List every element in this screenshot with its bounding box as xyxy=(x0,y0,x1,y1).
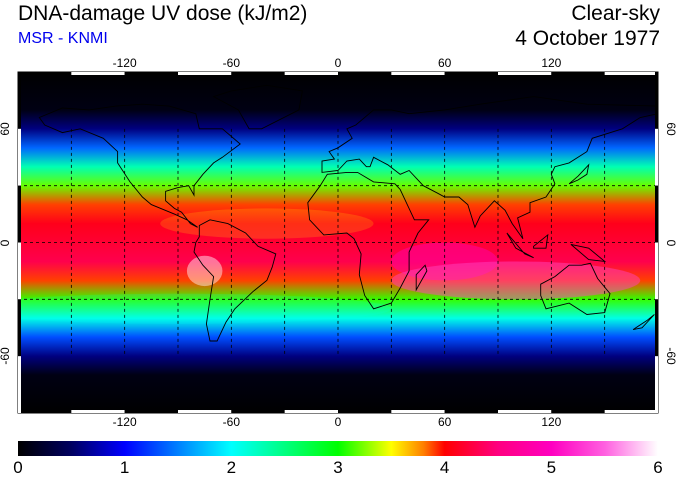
colorbar xyxy=(18,441,658,456)
frame-segment xyxy=(655,72,658,129)
lon-tick-label-top: 120 xyxy=(541,56,562,70)
colorbar-tick-label: 2 xyxy=(226,458,237,477)
frame-segment xyxy=(338,410,392,413)
coastlines xyxy=(38,84,658,342)
source-label: MSR - KNMI xyxy=(18,30,108,47)
landmass-outline xyxy=(540,262,611,315)
landmass-outline xyxy=(632,314,655,331)
frame-segment xyxy=(18,128,21,186)
lat-tick-label-left: -60 xyxy=(0,347,12,365)
frame-segment xyxy=(655,242,658,300)
landmass-outline xyxy=(307,171,430,310)
frame-segment xyxy=(18,410,72,413)
frame-segment xyxy=(391,72,445,75)
lon-tick-label-bottom: 120 xyxy=(541,415,562,429)
frame-segment xyxy=(18,72,21,129)
frame-segment xyxy=(18,356,21,413)
lat-tick-label-right: 60 xyxy=(664,122,678,136)
frame-segment xyxy=(655,128,658,186)
frame-segment xyxy=(551,72,605,75)
lat-tick-label-left: 60 xyxy=(0,122,12,136)
graticule xyxy=(18,128,658,357)
map-title: DNA-damage UV dose (kJ/m2) xyxy=(18,2,308,25)
frame-segment xyxy=(124,410,178,413)
lon-tick-label-bottom: 60 xyxy=(437,415,452,429)
frame-segment xyxy=(444,410,498,413)
field-texture xyxy=(18,208,641,324)
frame-segment xyxy=(18,299,21,357)
frame-segment xyxy=(18,185,21,243)
frame-segment xyxy=(498,410,552,413)
lat-tick-label-right: -60 xyxy=(664,347,678,365)
frame-segment xyxy=(71,72,125,75)
landmass-outline xyxy=(415,264,428,292)
landmass-outline xyxy=(212,84,303,130)
colorbar-tick-label: 3 xyxy=(333,458,343,477)
frame-segment xyxy=(551,410,605,413)
frame-segment xyxy=(604,72,658,75)
frame-segment xyxy=(391,410,445,413)
date-label: 4 October 1977 xyxy=(515,27,660,50)
landmass-outline xyxy=(321,96,658,239)
frame-segment xyxy=(178,410,232,413)
frame-segment xyxy=(231,72,285,75)
frame-segment xyxy=(338,72,392,75)
lon-tick-label-top: -60 xyxy=(222,56,240,70)
lon-tick-label-top: -120 xyxy=(112,56,137,70)
lon-tick-label-top: 60 xyxy=(437,56,452,70)
landmass-outline xyxy=(533,233,549,249)
frame-segment xyxy=(655,299,658,357)
frame-segment xyxy=(444,72,498,75)
colorbar-tick-label: 5 xyxy=(546,458,557,477)
colorbar-tick-label: 0 xyxy=(13,458,23,477)
lat-tick-label-right: 0 xyxy=(664,239,678,246)
frame-segment xyxy=(18,242,21,300)
frame-segment xyxy=(71,410,125,413)
sky-condition-label: Clear-sky xyxy=(571,2,660,25)
landmass-outline xyxy=(568,163,590,185)
frame-segment xyxy=(604,410,658,413)
frame-segment xyxy=(655,356,658,413)
landmass-outline xyxy=(38,103,241,228)
colorbar-tick-label: 4 xyxy=(439,458,450,477)
colorbar-tick-label: 1 xyxy=(119,458,130,477)
landmass-outline xyxy=(193,219,277,342)
frame-segment xyxy=(178,72,232,75)
frame-segment xyxy=(124,72,178,75)
landmass-outline xyxy=(506,232,534,259)
frame-ticks xyxy=(18,72,658,413)
colorbar-tick-label: 6 xyxy=(653,458,663,477)
frame-segment xyxy=(284,410,338,413)
lon-tick-label-bottom: -60 xyxy=(222,415,240,429)
frame-segment xyxy=(18,72,72,75)
frame-segment xyxy=(231,410,285,413)
frame-segment xyxy=(655,185,658,243)
lon-tick-label-top: 0 xyxy=(334,56,342,70)
lon-tick-label-bottom: -120 xyxy=(112,415,137,429)
frame-segment xyxy=(498,72,552,75)
frame-segment xyxy=(284,72,338,75)
lon-tick-label-bottom: 0 xyxy=(334,415,342,429)
lat-tick-label-left: 0 xyxy=(0,239,12,246)
